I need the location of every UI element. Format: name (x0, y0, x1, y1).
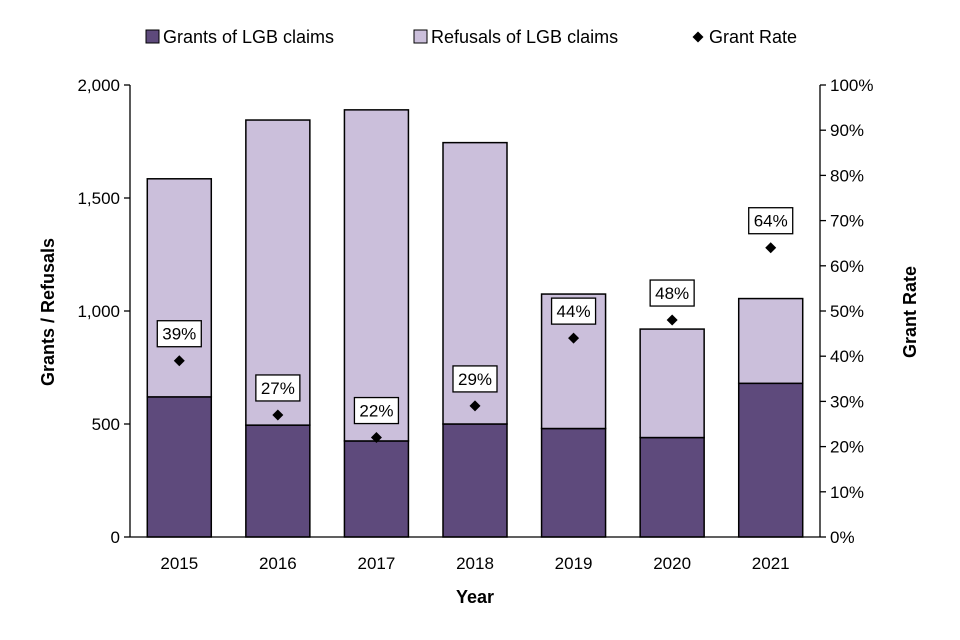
x-tick-label-2020: 2020 (653, 554, 691, 573)
y2-tick-label: 50% (830, 302, 864, 321)
x-tick-label-2015: 2015 (160, 554, 198, 573)
bar-refusals-2017 (343, 109, 410, 442)
grant-rate-marker-2021 (765, 242, 777, 254)
bar-refusals-2016 (245, 119, 311, 426)
grant-rate-marker-2017 (370, 432, 382, 444)
grant-rate-label-2015: 39% (162, 325, 196, 344)
x-axis-title: Year (456, 587, 494, 607)
grant-rate-label-2017: 22% (359, 402, 393, 421)
grant-rate-label-box (550, 297, 597, 325)
bar-grants-2021 (737, 382, 804, 538)
y2-tick-label: 90% (830, 121, 864, 140)
grant-rate-marker-2016 (272, 409, 284, 421)
bar-grants-2015 (146, 396, 213, 538)
y2-tick-label: 20% (830, 438, 864, 457)
legend: Grants of LGB claims Refusals of LGB clai… (145, 27, 797, 47)
legend-item-refusals-label: Refusals of LGB claims (431, 27, 618, 47)
bar-grants-2018 (442, 423, 508, 538)
y2-tick-label: 10% (830, 483, 864, 502)
bar-refusals-2021 (737, 297, 804, 385)
grant-rate-markers: 39% 27% 22% 29% 44% 48% 64% (156, 207, 794, 444)
grant-rate-marker-2015 (173, 355, 185, 367)
axes: 0 500 1,000 1,500 2,000 0% 10% 20% 30% 40% 50% 60% 7… (77, 76, 873, 573)
grant-rate-marker-2019 (568, 332, 580, 344)
bar-grants-2017 (343, 440, 410, 538)
bar-refusals-2020 (639, 328, 705, 439)
grant-rate-label-box (255, 374, 301, 402)
y-tick-label: 2,000 (77, 76, 120, 95)
y-tick-label: 500 (92, 415, 120, 434)
legend-item-grant-rate-label: Grant Rate (709, 27, 797, 47)
grant-rate-label-2021: 64% (754, 212, 788, 231)
grant-rate-label-box (649, 279, 695, 307)
y2-tick-label: 40% (830, 347, 864, 366)
y2-tick-label: 100% (830, 76, 873, 95)
grant-rate-label-box (156, 320, 202, 348)
y2-tick-label: 60% (830, 257, 864, 276)
legend-item-refusals-swatch (413, 29, 428, 44)
bars (146, 109, 804, 538)
grant-rate-label-box (748, 207, 794, 235)
grant-rate-label-box (452, 365, 498, 393)
y2-tick-label: 70% (830, 212, 864, 231)
grant-rate-marker-2018 (469, 400, 481, 412)
y2-axis-title: Grant Rate (900, 266, 920, 358)
grant-rate-label-box (353, 396, 400, 425)
y2-tick-label: 80% (830, 166, 864, 185)
x-tick-label-2017: 2017 (358, 554, 396, 573)
y-tick-label: 0 (111, 528, 120, 547)
grant-rate-marker-2020 (666, 314, 678, 326)
grant-rate-label-2018: 29% (458, 370, 492, 389)
bar-grants-2020 (639, 436, 705, 538)
bar-grants-2016 (245, 424, 311, 538)
x-tick-label-2019: 2019 (555, 554, 593, 573)
y2-tick-label: 30% (830, 392, 864, 411)
bar-grants-2019 (540, 427, 607, 538)
legend-item-grants-label: Grants of LGB claims (163, 27, 334, 47)
y-tick-label: 1,500 (77, 189, 120, 208)
grant-rate-label-2019: 44% (557, 302, 591, 321)
grant-rate-label-2016: 27% (261, 379, 295, 398)
legend-item-grant-rate-swatch (692, 31, 704, 43)
y-tick-label: 1,000 (77, 302, 120, 321)
x-tick-label-2016: 2016 (259, 554, 297, 573)
x-tick-label-2018: 2018 (456, 554, 494, 573)
y-axis-title: Grants / Refusals (38, 238, 58, 386)
y2-tick-label: 0% (830, 528, 855, 547)
grant-rate-label-2020: 48% (655, 284, 689, 303)
x-tick-label-2021: 2021 (752, 554, 790, 573)
legend-item-grants-swatch (145, 29, 160, 44)
